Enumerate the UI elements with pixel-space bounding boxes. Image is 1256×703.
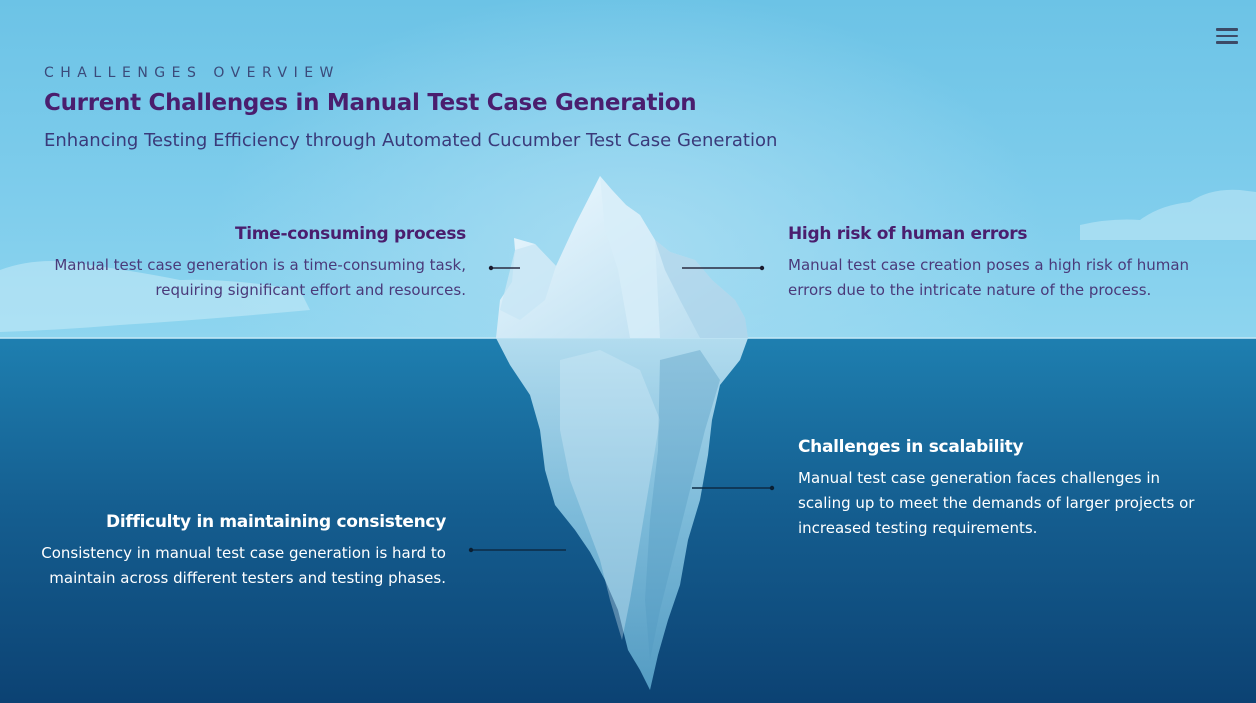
challenge-line: Manual test case creation poses a high r…: [788, 256, 1190, 274]
hamburger-menu-icon[interactable]: [1214, 24, 1240, 46]
cloud-right: [1080, 189, 1256, 240]
menu-bar: [1216, 28, 1238, 31]
challenge-time-consuming: Time-consuming process Manual test case …: [20, 224, 466, 303]
challenge-line: maintain across different testers and te…: [49, 569, 446, 587]
challenge-line: scaling up to meet the demands of larger…: [798, 494, 1195, 512]
challenge-line: Consistency in manual test case generati…: [41, 544, 446, 562]
challenge-description: Manual test case creation poses a high r…: [788, 253, 1228, 303]
challenge-line: requiring significant effort and resourc…: [155, 281, 466, 299]
challenge-description: Manual test case generation is a time-co…: [20, 253, 466, 303]
challenge-human-errors: High risk of human errors Manual test ca…: [788, 224, 1228, 303]
menu-bar: [1216, 34, 1238, 37]
challenge-title: High risk of human errors: [788, 224, 1028, 244]
challenge-consistency: Difficulty in maintaining consistency Co…: [10, 512, 446, 591]
section-eyebrow: CHALLENGES OVERVIEW: [44, 65, 340, 81]
challenge-line: increased testing requirements.: [798, 519, 1038, 537]
challenge-description: Consistency in manual test case generati…: [10, 541, 446, 591]
challenge-title: Challenges in scalability: [798, 437, 1024, 457]
cloud-left: [0, 261, 310, 332]
page-subtitle: Enhancing Testing Efficiency through Aut…: [44, 130, 778, 151]
challenge-line: errors due to the intricate nature of th…: [788, 281, 1152, 299]
page-title: Current Challenges in Manual Test Case G…: [44, 90, 697, 116]
challenge-line: Manual test case generation is a time-co…: [54, 256, 466, 274]
challenge-description: Manual test case generation faces challe…: [798, 466, 1238, 541]
challenge-title: Difficulty in maintaining consistency: [106, 512, 446, 532]
challenge-title: Time-consuming process: [234, 224, 466, 244]
challenge-scalability: Challenges in scalability Manual test ca…: [798, 437, 1238, 541]
menu-bar: [1216, 41, 1238, 44]
challenge-line: Manual test case generation faces challe…: [798, 469, 1160, 487]
